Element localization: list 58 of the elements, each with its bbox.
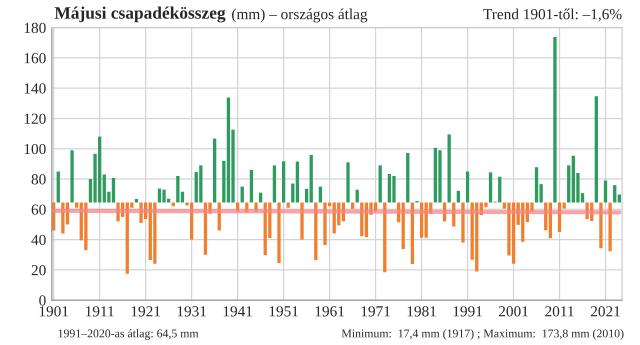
bar (553, 36, 557, 202)
x-tick-label: 1901 (40, 306, 68, 316)
bar (350, 202, 354, 209)
bar (240, 186, 244, 202)
bar (282, 161, 286, 202)
x-tick-label: 2021 (590, 306, 620, 316)
y-tick-label: 100 (24, 144, 46, 154)
bar (604, 180, 608, 202)
bar (608, 202, 612, 252)
y-tick-label: 40 (31, 234, 46, 246)
bar (448, 134, 451, 202)
bar (456, 190, 460, 202)
bar (383, 202, 386, 272)
text: 1991–2020-as átlag: 64,5 mm (58, 329, 198, 340)
x-tick-label: 1911 (86, 306, 114, 316)
x-tick-label: 2011 (545, 306, 574, 316)
chart-title: Májusi csapadékösszeg (54, 6, 226, 22)
x-tick-label: 1961 (316, 306, 344, 316)
bar (70, 150, 74, 202)
bar (250, 170, 254, 202)
bar (378, 165, 382, 202)
y-tick-label: 20 (32, 265, 46, 276)
y-tick-label: 140 (24, 83, 46, 94)
y-tick-label: 120 (24, 114, 46, 124)
bar (356, 190, 359, 202)
bar (56, 171, 60, 202)
y-tick-label: 160 (24, 53, 46, 64)
bar (286, 202, 290, 208)
x-tick-label: 1981 (408, 306, 436, 316)
y-tick-label: 80 (32, 174, 46, 184)
text: Minimum: 17,4 mm (1917) ; Maximum: 173,8 mm (2010) (342, 329, 624, 340)
x-tick-label: 2001 (498, 306, 528, 316)
x-tick-label: 1941 (224, 306, 252, 316)
x-tick-label: 1951 (270, 306, 298, 316)
bar (134, 199, 138, 202)
bar (594, 96, 598, 202)
x-tick-label: 1931 (178, 306, 206, 316)
chart-subtitle: (mm) – országos átlag (232, 8, 368, 22)
y-tick-label: 180 (24, 22, 46, 34)
bar (158, 188, 162, 202)
bar (272, 165, 276, 202)
bar (258, 192, 262, 202)
x-tick-label: 1921 (132, 306, 160, 316)
bar (212, 138, 216, 202)
bar (388, 174, 392, 202)
x-tick-label: 1991 (454, 306, 482, 316)
bar (466, 171, 470, 202)
bar (406, 152, 410, 202)
bar (314, 202, 318, 260)
x-tick-label: 1971 (362, 306, 390, 316)
bar (434, 148, 438, 202)
text: Trend 1901-től: –1,6% (483, 8, 622, 22)
bar (410, 202, 414, 264)
bar (346, 162, 350, 202)
y-tick-label: 0 (39, 295, 46, 306)
bar (172, 202, 175, 206)
bar (318, 186, 322, 202)
y-tick-label: 60 (32, 204, 46, 215)
